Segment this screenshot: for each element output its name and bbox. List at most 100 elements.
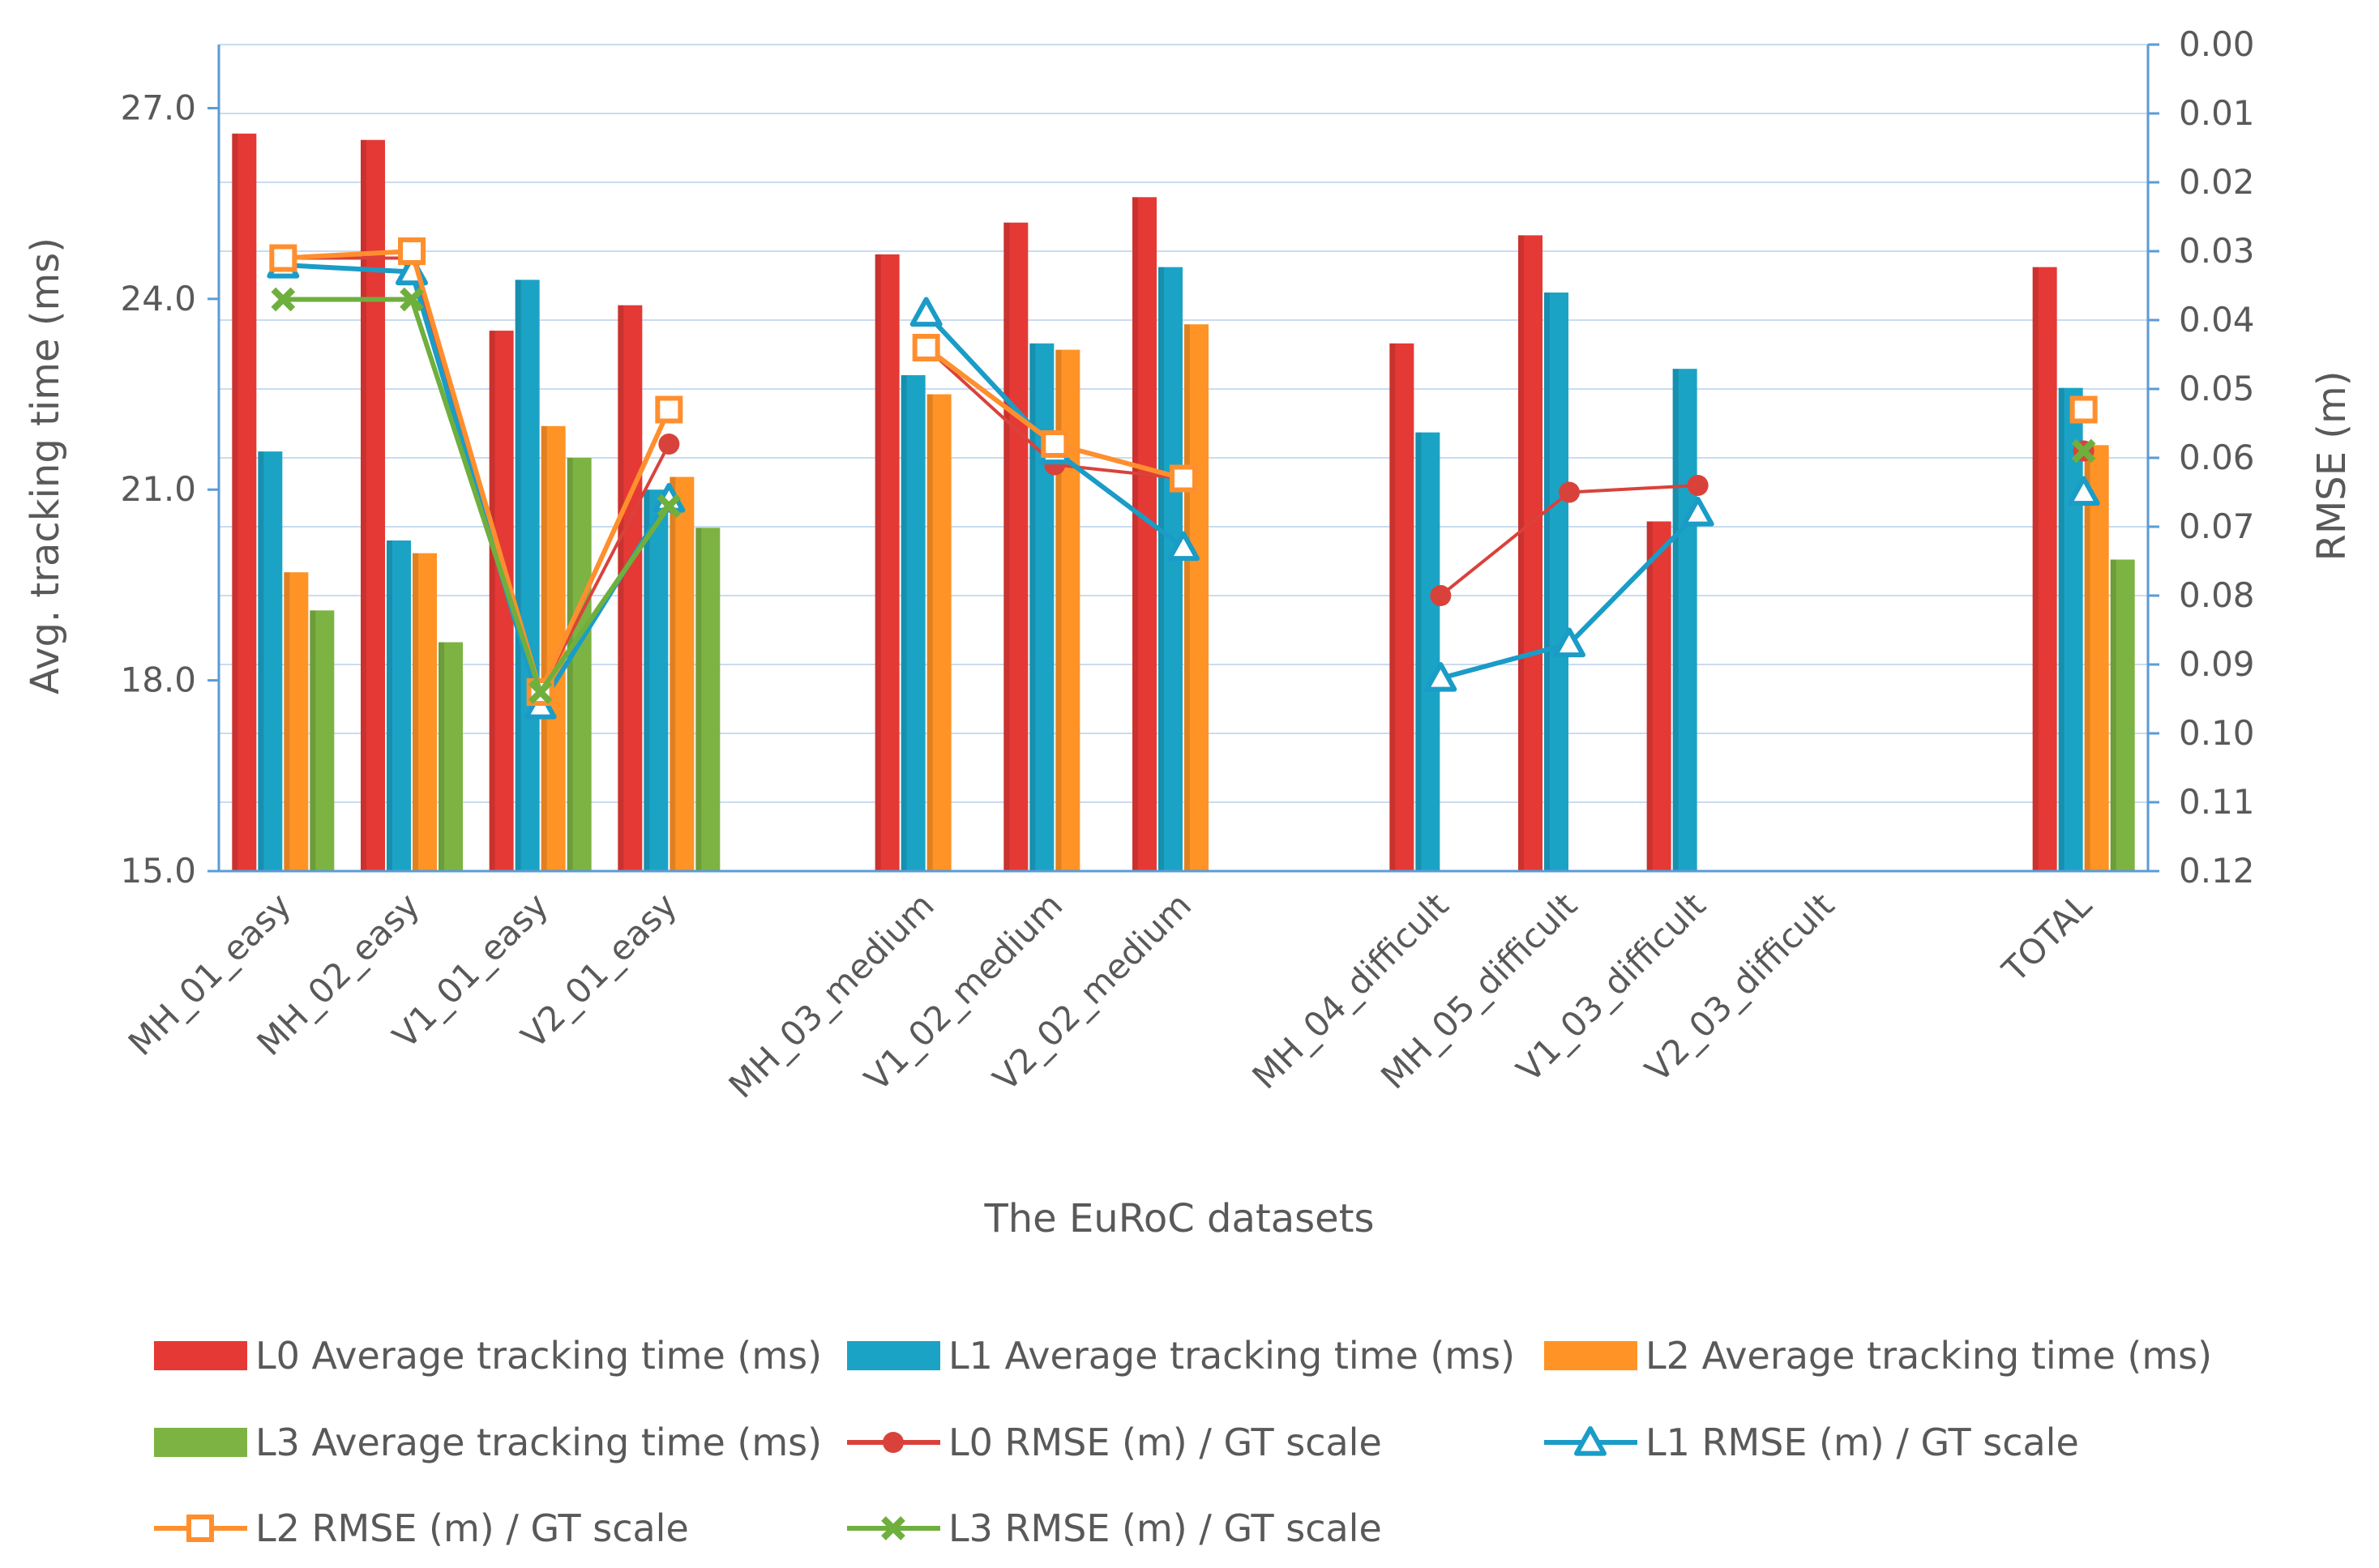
bar-shade [310,610,316,871]
bar-shade [2084,445,2090,871]
bar [1672,369,1697,872]
y-axis-title: Avg. tracking time (ms) [23,237,68,694]
bar [413,553,437,871]
y2-tick-label: 0.10 [2179,713,2255,753]
legend-label: L2 Average tracking time (ms) [1645,1334,2212,1378]
bar [387,540,411,871]
marker-circle [1559,481,1580,503]
bar-shade [1389,343,1396,871]
legend-item: L3 Average tracking time (ms) [154,1421,822,1464]
bar [926,394,952,871]
y2-axis-title: RMSE (m) [2309,370,2355,561]
bar-shade [232,133,238,871]
bar-shade [926,394,933,871]
legend-swatch [154,1341,247,1370]
bar [1389,343,1414,871]
y2-tick-label: 0.05 [2179,369,2255,408]
bar [644,489,669,871]
legend-item: L2 Average tracking time (ms) [1544,1334,2212,1378]
bar-shade [901,375,907,871]
marker-square [1170,464,1197,493]
legend-label: L0 RMSE (m) / GT scale [948,1421,1382,1464]
bar-shade [1055,349,1062,872]
legend-label: L1 RMSE (m) / GT scale [1645,1421,2079,1464]
bar [310,610,335,871]
legend-label: L3 Average tracking time (ms) [255,1421,822,1464]
marker-triangle [1424,662,1457,692]
legend-item: L3 RMSE (m) / GT scale [847,1506,1382,1550]
y-tick-label: 24.0 [120,279,196,318]
legend-item: L0 RMSE (m) / GT scale [847,1421,1382,1464]
y2-tick-label: 0.04 [2179,300,2255,340]
bar-shade [439,642,444,871]
rmse-line [283,249,672,694]
marker-square [269,244,297,272]
bar [618,305,643,871]
legend-label: L1 Average tracking time (ms) [948,1334,1515,1378]
bar-shade [1003,222,1010,871]
marker-x [528,680,553,704]
bar-shade [1646,521,1653,871]
y2-tick-label: 0.03 [2179,231,2255,271]
bar-shade [1544,293,1550,871]
marker-triangle [1167,531,1200,562]
legend-item: L1 RMSE (m) / GT scale [1544,1421,2079,1464]
marker-triangle [1574,1426,1607,1456]
y-tick-label: 21.0 [120,469,196,509]
bar-shade [361,139,366,871]
marker-square [186,1515,214,1542]
bar [1518,235,1542,871]
bar [2032,267,2057,872]
legend-label: L3 RMSE (m) / GT scale [948,1506,1382,1550]
bar [1415,432,1440,871]
marker-square [655,395,683,424]
bar [567,458,592,871]
bar-shade [387,540,392,871]
bar [284,572,309,871]
legend-item: L1 Average tracking time (ms) [847,1334,1515,1378]
marker-x [2071,438,2096,464]
marker-triangle [1681,497,1714,527]
bar-shade [515,280,521,871]
x-axis-title: The EuRoC datasets [983,1196,1374,1241]
bar [1544,293,1568,871]
bar-shade [1672,369,1679,872]
marker-circle [1687,475,1709,496]
bar-shade [541,425,547,871]
y2-tick-label: 0.01 [2179,93,2255,133]
y-tick-label: 18.0 [120,660,196,700]
marker-triangle [909,297,943,327]
y2-tick-label: 0.07 [2179,506,2255,546]
bar [515,280,540,871]
marker-x [657,493,682,519]
bars [232,133,2135,872]
bar-shade [413,553,418,871]
bar [1132,197,1157,872]
axes [208,43,2159,873]
bar-shade [1158,267,1164,872]
y2-tick-label: 0.08 [2179,575,2255,615]
marker-square [912,334,940,361]
bar-shade [1518,235,1524,871]
bar [695,528,721,871]
legend-label: L2 RMSE (m) / GT scale [255,1506,689,1550]
marker-square [1041,430,1069,458]
bar [361,139,385,871]
y2-tick-label: 0.06 [2179,438,2255,477]
marker-triangle [2067,476,2100,506]
bar [258,451,283,871]
marker-square [398,237,426,265]
bar-shade [1184,324,1190,871]
bar [1184,324,1209,871]
marker-x [400,287,424,312]
y-tick-label: 15.0 [120,851,196,891]
bar-shade [1415,432,1422,871]
y2-tick-label: 0.11 [2179,782,2255,822]
bar-shade [258,451,264,871]
bar [1003,222,1029,871]
bar [2058,387,2083,871]
legend-item: L0 Average tracking time (ms) [154,1334,822,1378]
bar-shade [695,528,702,871]
marker-x [271,287,296,312]
category-label: TOTAL [1994,885,2099,990]
